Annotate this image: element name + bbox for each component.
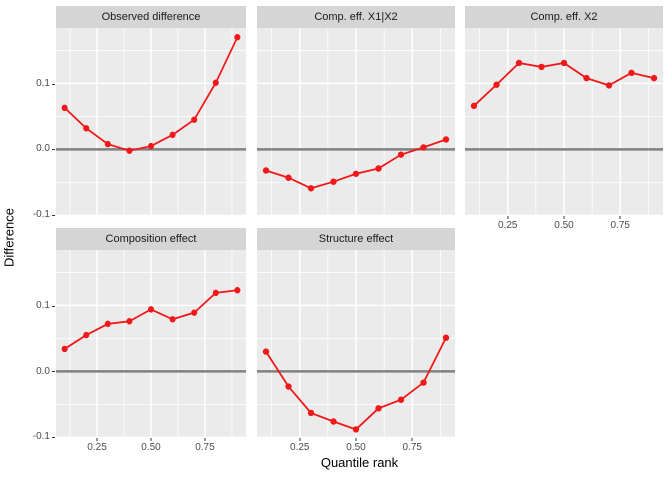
panel-plot-comp-eff-x2 (465, 28, 663, 216)
y-tick-mark (52, 84, 55, 85)
x-tick-mark (355, 438, 357, 441)
facet-strip-observed-difference: Observed difference (56, 6, 246, 28)
y-tick-label: 0.1 (36, 78, 50, 89)
x-tick-mark (411, 438, 413, 441)
y-tick-label: 0.0 (36, 366, 50, 377)
x-tick-mark (299, 438, 301, 441)
y-tick-mark (52, 306, 55, 307)
facet-composition-effect: Composition effect (56, 228, 246, 438)
x-tick-label: 0.50 (346, 442, 366, 453)
x-tick-mark (619, 216, 621, 219)
panel-plot-comp-eff-x1-given-x2 (257, 28, 455, 216)
y-tick-label: -0.1 (32, 431, 50, 442)
facet-observed-difference: Observed difference (56, 6, 246, 216)
panel-plot-structure-effect (257, 250, 455, 438)
facet-comp-eff-x1-given-x2: Comp. eff. X1|X2 (257, 6, 455, 216)
x-tick-label: 0.25 (498, 220, 518, 231)
x-tick-mark (96, 438, 98, 441)
facet-comp-eff-x2: Comp. eff. X2 (465, 6, 663, 216)
x-tick-label: 0.50 (554, 220, 574, 231)
x-tick-mark (563, 216, 565, 219)
x-axis-structure-effect: 0.25 0.50 0.75 (257, 438, 455, 456)
x-tick-mark (150, 438, 152, 441)
x-tick-label: 0.75 (610, 220, 630, 231)
x-tick-label: 0.50 (141, 442, 161, 453)
y-tick-mark (52, 215, 55, 216)
y-tick-mark (52, 371, 55, 372)
x-tick-mark (507, 216, 509, 219)
y-tick-label: 0.0 (36, 143, 50, 154)
facet-strip-structure-effect: Structure effect (257, 228, 455, 250)
x-axis-title: Quantile rank (320, 455, 399, 470)
y-tick-label: 0.1 (36, 300, 50, 311)
y-tick-mark (52, 149, 55, 150)
y-tick-label: -0.1 (32, 209, 50, 220)
x-tick-label: 0.75 (195, 442, 215, 453)
x-axis-comp-eff-x2: 0.25 0.50 0.75 (465, 216, 663, 234)
panel-plot-composition-effect (56, 250, 246, 438)
x-tick-label: 0.25 (290, 442, 310, 453)
x-axis-composition-effect: 0.25 0.50 0.75 (56, 438, 246, 456)
facet-strip-comp-eff-x2: Comp. eff. X2 (465, 6, 663, 28)
x-tick-mark (204, 438, 206, 441)
x-tick-label: 0.25 (87, 442, 107, 453)
facet-structure-effect: Structure effect (257, 228, 455, 438)
panel-plot-observed-difference (56, 28, 246, 216)
y-tick-mark (52, 437, 55, 438)
x-tick-label: 0.75 (402, 442, 422, 453)
facet-strip-comp-eff-x1-given-x2: Comp. eff. X1|X2 (257, 6, 455, 28)
facet-strip-composition-effect: Composition effect (56, 228, 246, 250)
